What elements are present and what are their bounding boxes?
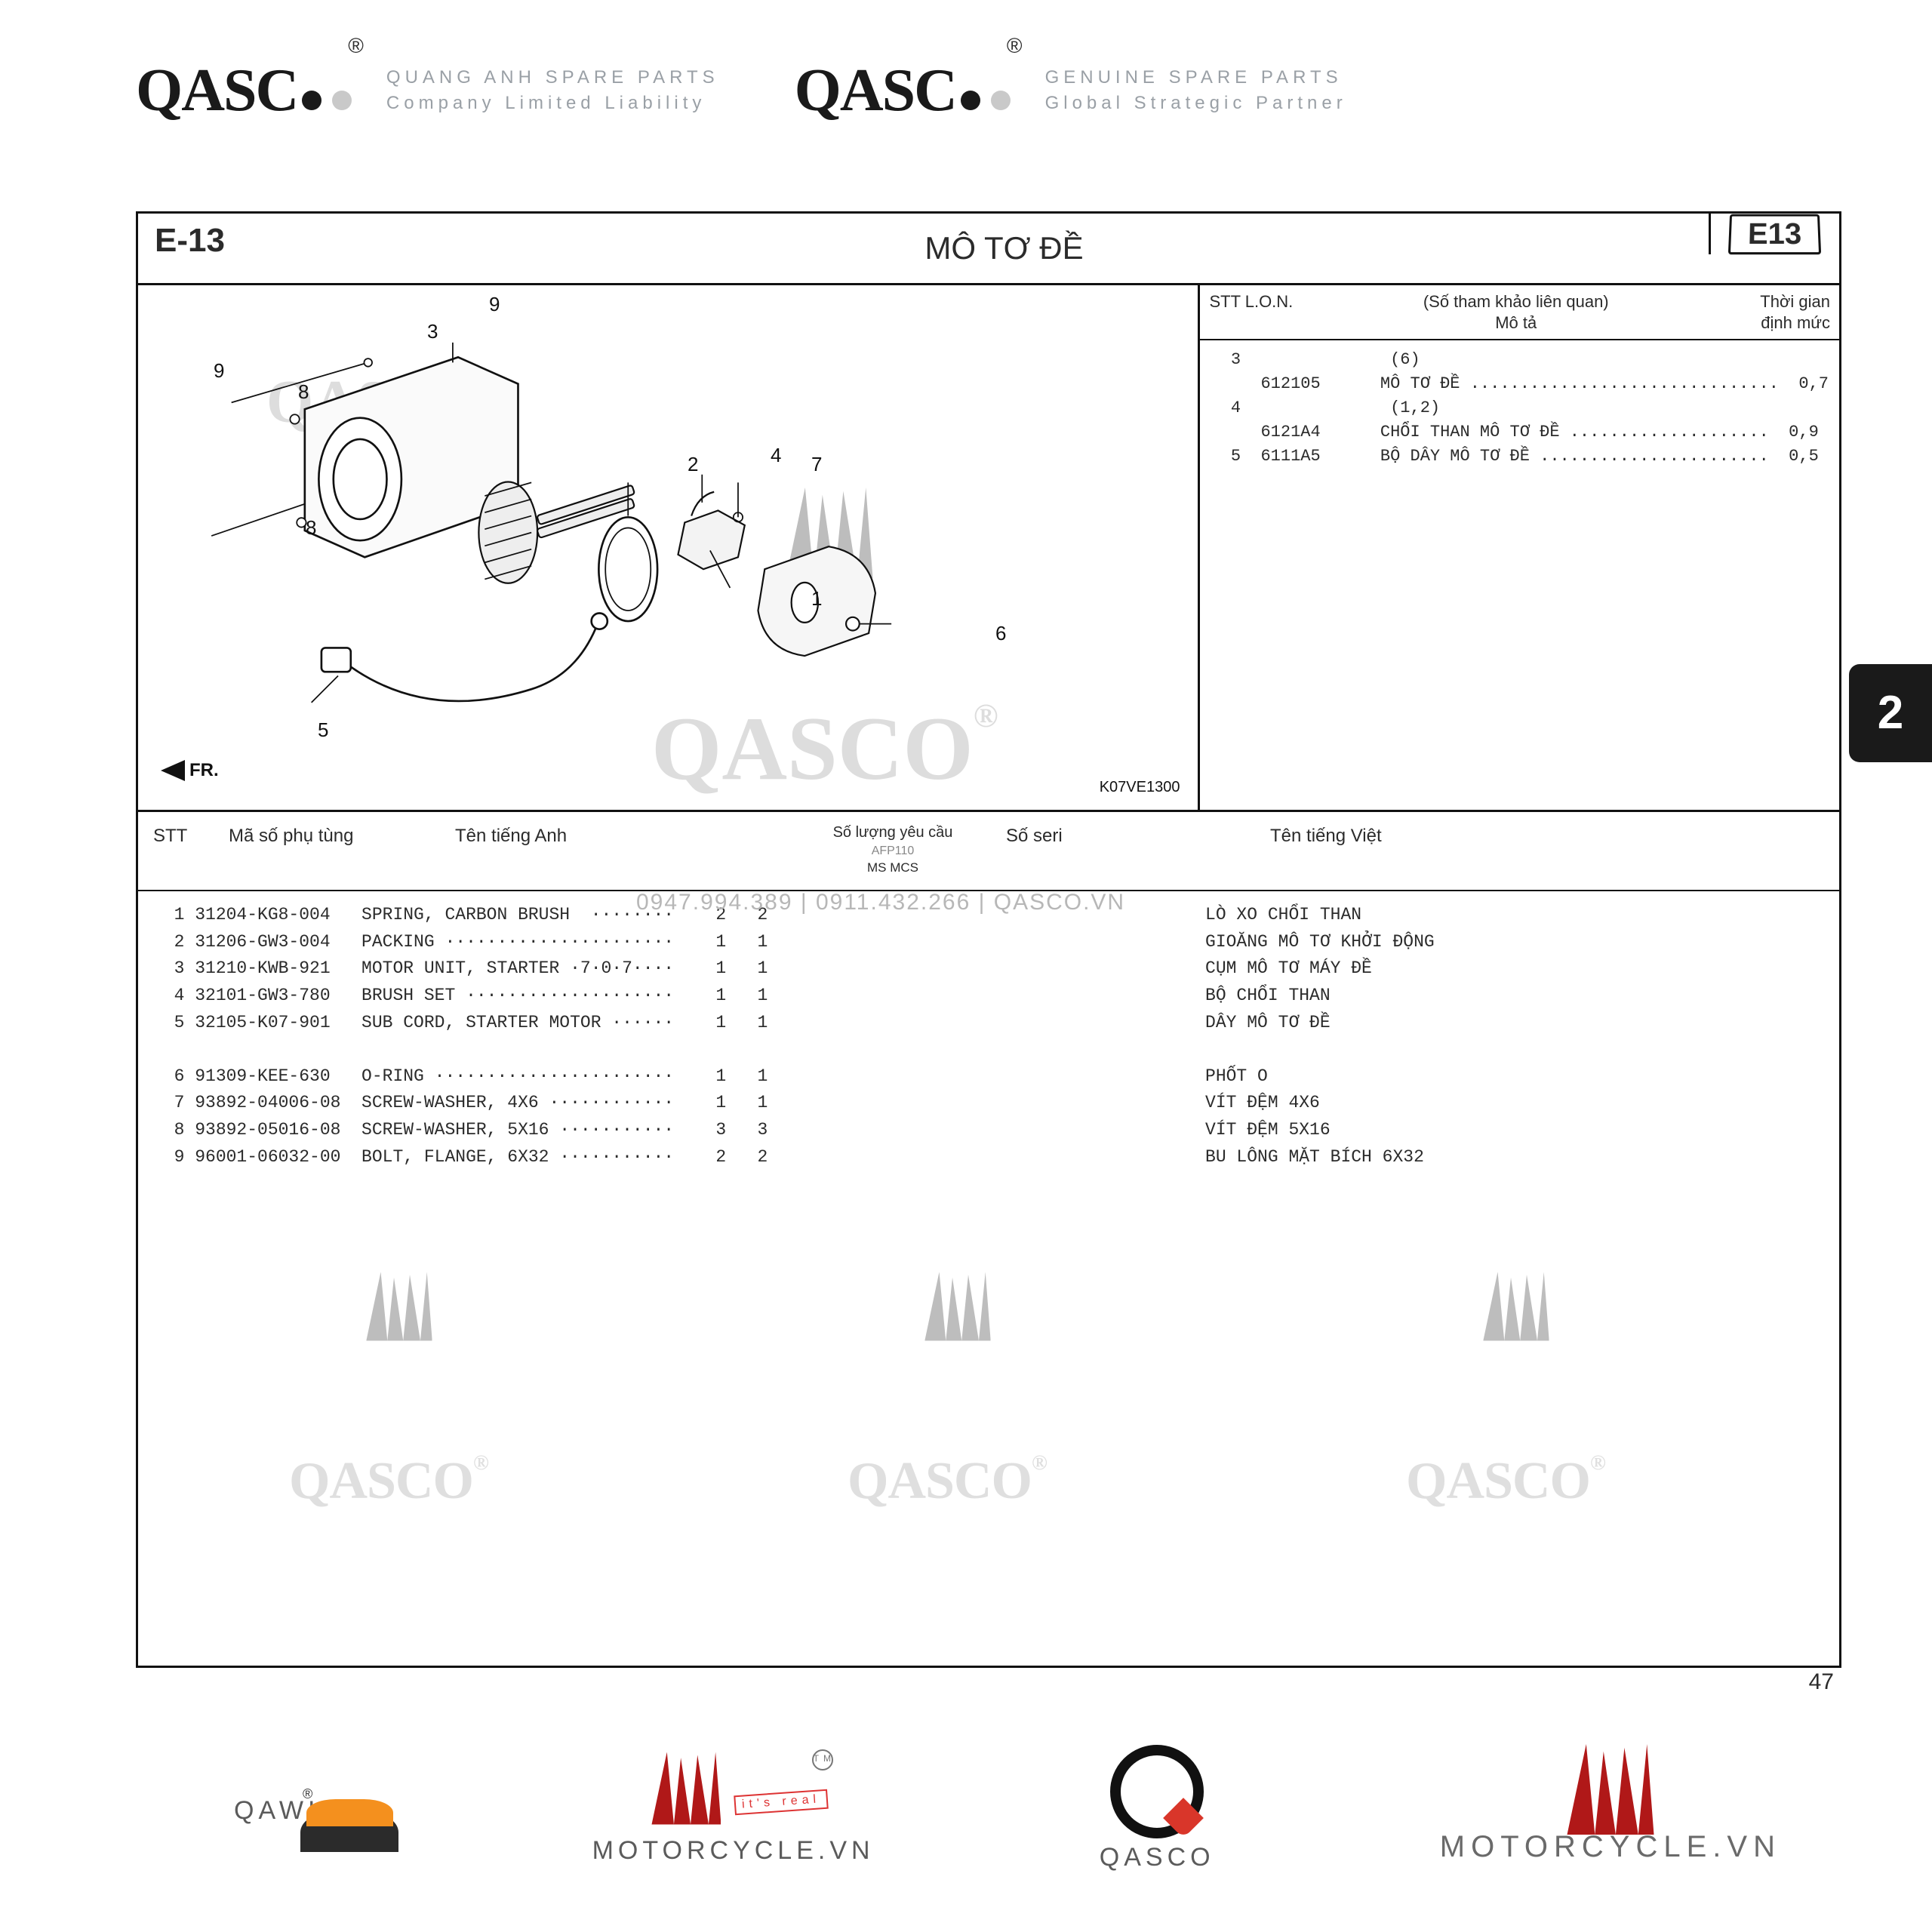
ph-serial: Số seri <box>1006 824 1270 876</box>
lon-h1: STT L.O.N. <box>1209 291 1307 333</box>
callout-4: 4 <box>771 445 781 465</box>
lon-h2: (Số tham khảo liên quan) Mô tả <box>1315 291 1717 333</box>
body-row: QASCO® QASCO® <box>138 285 1839 812</box>
brand-name: QASC <box>136 57 297 124</box>
lon-header: STT L.O.N. (Số tham khảo liên quan) Mô t… <box>1200 285 1839 340</box>
ph-en: Tên tiếng Anh <box>455 824 802 876</box>
qasco-logo-2: QASC® <box>795 60 1026 121</box>
lon-h3: Thời gian định mức <box>1724 291 1830 333</box>
itsreal-badge: it's real <box>734 1789 829 1815</box>
section-tab: 2 <box>1849 664 1932 762</box>
brand-block-1: QASC® QUANG ANH SPARE PARTS Company Limi… <box>136 60 719 121</box>
moto-wing-icon-2 <box>1567 1744 1654 1835</box>
brand-dots-icon-2 <box>961 91 1011 110</box>
section-badge: E13 <box>1728 214 1821 254</box>
parts-header: STT Mã số phụ tùng Tên tiếng Anh Số lượn… <box>138 812 1839 891</box>
footer-logos: ® QAWING TMit's real MOTORCYCLE.VN QASCO… <box>234 1728 1781 1887</box>
callout-2: 2 <box>688 454 698 474</box>
wm-wing-2-icon <box>924 1272 990 1340</box>
top-brand-bar: QASC® QUANG ANH SPARE PARTS Company Limi… <box>136 42 1841 140</box>
callout-9a: 9 <box>489 294 500 314</box>
section-code: E-13 <box>138 214 300 268</box>
ph-qty-a: AFP110 <box>872 844 915 857</box>
ph-qty: Số lượng yêu cầu AFP110 MS MCS <box>802 824 1006 876</box>
brand-sub-1: QUANG ANH SPARE PARTS Company Limited Li… <box>386 65 719 115</box>
qasco-footer-logo: QASCO <box>1100 1745 1215 1870</box>
ph-stt: STT <box>153 824 229 876</box>
moto-label-1: MOTORCYCLE.VN <box>592 1838 875 1863</box>
ph-qty-t: Số lượng yêu cầu <box>833 824 953 841</box>
qasco-logo-1: QASC® <box>136 60 368 121</box>
wm-qasco-3: QASCO® <box>1406 1451 1605 1512</box>
ph-vn: Tên tiếng Việt <box>1270 824 1824 876</box>
brand-dots-icon <box>302 91 352 110</box>
callout-6: 6 <box>995 623 1006 643</box>
sub1-line1: QUANG ANH SPARE PARTS <box>386 65 719 91</box>
moto-label-2: MOTORCYCLE.VN <box>1440 1832 1781 1862</box>
diagram-code: K07VE1300 <box>1100 780 1180 795</box>
sub1-line2: Company Limited Liability <box>386 91 719 116</box>
frame-header: E-13 MÔ TƠ ĐỀ E13 <box>138 214 1839 285</box>
callout-1: 1 <box>811 589 822 608</box>
ph-pn: Mã số phụ tùng <box>229 824 455 876</box>
lon-rows: 3 (6) 612105 MÔ TƠ ĐỀ ..................… <box>1200 340 1839 475</box>
callout-3: 3 <box>427 321 438 341</box>
parts-body: 1 31204-KG8-004 SPRING, CARBON BRUSH ···… <box>138 891 1839 1181</box>
section-title: MÔ TƠ ĐỀ <box>300 214 1709 283</box>
section-badge-wrap: E13 <box>1709 214 1839 254</box>
diagram-svg <box>138 285 1198 810</box>
qawing-logo: ® QAWING <box>234 1792 367 1823</box>
wm-qasco-2: QASCO® <box>848 1451 1047 1512</box>
qasco-footer-label: QASCO <box>1100 1844 1215 1870</box>
callout-5: 5 <box>318 720 328 740</box>
page: QASC® QUANG ANH SPARE PARTS Company Limi… <box>0 0 1932 1932</box>
wm-qasco-1: QASCO® <box>289 1451 488 1512</box>
fr-direction-icon: FR. <box>161 760 219 781</box>
moto-logo-2: MOTORCYCLE.VN <box>1440 1753 1781 1862</box>
brand-reg-2: ® <box>1007 34 1023 57</box>
moto-logo-1: TMit's real MOTORCYCLE.VN <box>592 1752 875 1863</box>
ph-qty-b: MS MCS <box>867 860 918 875</box>
qasco-circle-icon <box>1110 1745 1204 1838</box>
moto-wing-icon: TMit's real <box>651 1752 814 1832</box>
lon-table: STT L.O.N. (Số tham khảo liên quan) Mô t… <box>1198 285 1839 810</box>
sub2-line2: Global Strategic Partner <box>1045 91 1347 116</box>
catalog-frame: E-13 MÔ TƠ ĐỀ E13 QASCO® QASCO® <box>136 211 1841 1668</box>
callout-7: 7 <box>811 454 822 474</box>
callout-8b: 8 <box>306 518 316 537</box>
exploded-diagram: QASCO® QASCO® <box>138 285 1198 810</box>
sub2-line1: GENUINE SPARE PARTS <box>1045 65 1347 91</box>
callout-8a: 8 <box>298 382 309 401</box>
brand-name-2: QASC <box>795 57 956 124</box>
brand-block-2: QASC® GENUINE SPARE PARTS Global Strateg… <box>795 60 1347 121</box>
fr-label: FR. <box>189 761 219 780</box>
callout-9b: 9 <box>214 361 224 380</box>
contact-watermark: 0947.994.389 | 0911.432.266 | QASCO.VN <box>636 891 1125 914</box>
page-number: 47 <box>1809 1671 1834 1694</box>
brand-reg: ® <box>348 34 364 57</box>
wm-wing-3-icon <box>1483 1272 1549 1340</box>
watermark-grid: QASCO® QASCO® QASCO® <box>138 1247 1839 1666</box>
wm-wing-1-icon <box>366 1272 432 1340</box>
brand-sub-2: GENUINE SPARE PARTS Global Strategic Par… <box>1045 65 1347 115</box>
